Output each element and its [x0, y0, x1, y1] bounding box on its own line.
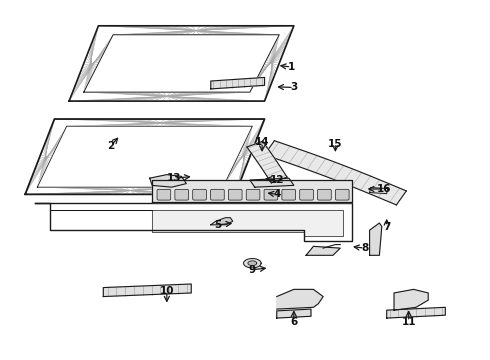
FancyBboxPatch shape	[264, 189, 278, 200]
Text: 9: 9	[249, 265, 256, 275]
FancyBboxPatch shape	[282, 189, 295, 200]
FancyBboxPatch shape	[157, 189, 171, 200]
Polygon shape	[250, 178, 294, 187]
Polygon shape	[211, 77, 265, 89]
Polygon shape	[247, 141, 287, 183]
Text: 14: 14	[255, 138, 270, 147]
Polygon shape	[152, 180, 352, 202]
Polygon shape	[387, 307, 445, 318]
Polygon shape	[49, 211, 343, 235]
FancyBboxPatch shape	[228, 189, 242, 200]
Polygon shape	[265, 141, 406, 205]
Text: 12: 12	[270, 175, 284, 185]
Polygon shape	[69, 26, 294, 101]
Polygon shape	[25, 119, 265, 194]
Polygon shape	[369, 223, 382, 255]
Text: 1: 1	[288, 62, 295, 72]
Polygon shape	[35, 203, 352, 241]
Text: 3: 3	[290, 82, 297, 93]
Text: 13: 13	[167, 173, 181, 183]
Polygon shape	[103, 284, 191, 297]
Text: 15: 15	[328, 139, 343, 149]
Text: 11: 11	[401, 317, 416, 327]
Text: 2: 2	[107, 141, 114, 151]
Polygon shape	[306, 246, 340, 255]
Text: 4: 4	[273, 189, 280, 199]
FancyBboxPatch shape	[193, 189, 206, 200]
Polygon shape	[277, 309, 311, 318]
Polygon shape	[248, 261, 257, 266]
Text: 10: 10	[160, 286, 174, 296]
FancyBboxPatch shape	[318, 189, 331, 200]
Polygon shape	[84, 35, 279, 92]
FancyBboxPatch shape	[211, 189, 224, 200]
Text: 5: 5	[215, 220, 222, 230]
Text: 7: 7	[383, 222, 391, 231]
Text: 8: 8	[361, 243, 368, 253]
Polygon shape	[244, 258, 261, 268]
FancyBboxPatch shape	[300, 189, 314, 200]
Text: 6: 6	[290, 317, 297, 327]
Polygon shape	[369, 188, 388, 194]
Polygon shape	[394, 289, 428, 310]
Text: 16: 16	[377, 184, 392, 194]
Polygon shape	[211, 218, 233, 225]
FancyBboxPatch shape	[335, 189, 349, 200]
Polygon shape	[37, 126, 252, 187]
FancyBboxPatch shape	[246, 189, 260, 200]
Polygon shape	[150, 175, 186, 187]
FancyBboxPatch shape	[175, 189, 189, 200]
Polygon shape	[277, 289, 323, 309]
